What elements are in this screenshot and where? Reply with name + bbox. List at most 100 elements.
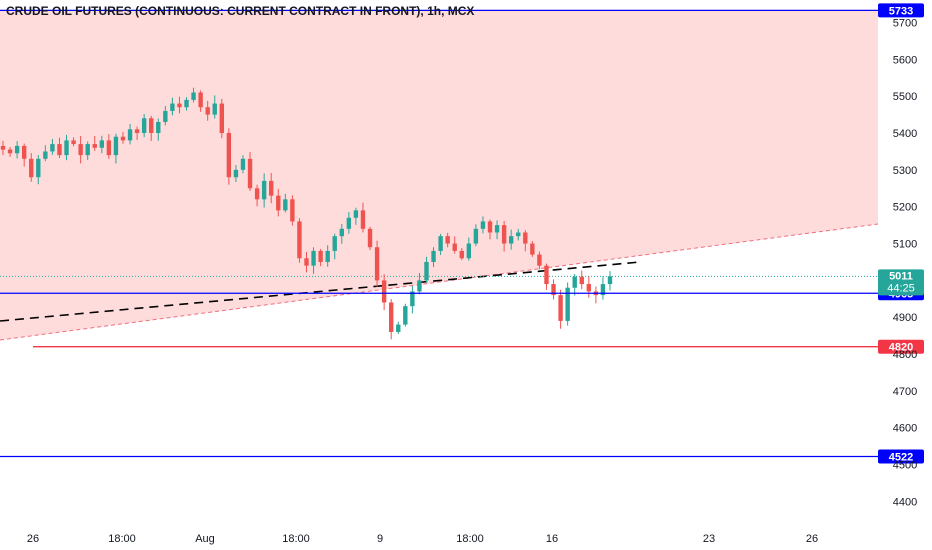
price-axis[interactable]: 4400450046004700480049005000510052005300… bbox=[893, 18, 917, 509]
candle-body bbox=[353, 210, 359, 218]
candle-body bbox=[71, 140, 76, 145]
candle-body bbox=[92, 144, 97, 148]
candle-body bbox=[360, 210, 366, 229]
candle-body bbox=[191, 92, 196, 100]
x-tick-label: 18:00 bbox=[108, 533, 136, 545]
y-tick-label: 4700 bbox=[893, 386, 917, 398]
candle-body bbox=[551, 284, 556, 296]
x-tick-label: 23 bbox=[703, 533, 715, 545]
candle-body bbox=[283, 199, 288, 211]
candle-body bbox=[163, 110, 168, 122]
candle-body bbox=[36, 158, 41, 178]
candle-body bbox=[572, 276, 577, 288]
countdown-value: 44:25 bbox=[887, 282, 915, 294]
candles-group bbox=[0, 87, 613, 340]
candle-body bbox=[417, 280, 422, 292]
candle-body bbox=[297, 221, 302, 259]
candle-body bbox=[459, 250, 464, 259]
candle-body bbox=[346, 217, 352, 229]
candle-body bbox=[85, 144, 90, 156]
candle-body bbox=[0, 145, 6, 150]
candle-body bbox=[325, 250, 330, 262]
candle-body bbox=[290, 199, 295, 222]
candle-body bbox=[388, 302, 394, 332]
candle-body bbox=[29, 158, 34, 178]
y-tick-label: 5600 bbox=[893, 54, 917, 66]
candle-body bbox=[339, 228, 344, 237]
resistance-zone bbox=[0, 10, 878, 340]
candle-body bbox=[530, 243, 535, 255]
y-tick-label: 4400 bbox=[893, 496, 917, 508]
candle-body bbox=[219, 103, 225, 134]
candle-body bbox=[600, 284, 606, 296]
candle-body bbox=[170, 103, 175, 111]
dashed-trendline bbox=[0, 261, 641, 322]
candle-body bbox=[99, 140, 105, 148]
candle-body bbox=[410, 291, 415, 307]
level-5733-label: 5733 bbox=[889, 5, 913, 17]
candle-body bbox=[381, 280, 387, 303]
candle-body bbox=[205, 107, 210, 115]
last-price-label: 5011 44:25 bbox=[878, 269, 924, 296]
y-tick-label: 5300 bbox=[893, 165, 917, 177]
chart-title: CRUDE OIL FUTURES (CONTINUOUS: CURRENT C… bbox=[6, 4, 474, 18]
candle-body bbox=[445, 236, 450, 244]
y-tick-label: 4800 bbox=[893, 349, 917, 361]
candle-body bbox=[212, 103, 217, 115]
candle-body bbox=[198, 92, 203, 108]
y-tick-label: 5200 bbox=[893, 202, 917, 214]
candle-body bbox=[21, 145, 27, 159]
x-tick-label: 26 bbox=[27, 533, 39, 545]
candle-body bbox=[452, 243, 457, 251]
candle-body bbox=[127, 129, 133, 141]
candle-body bbox=[304, 258, 309, 266]
candle-body bbox=[537, 254, 542, 266]
candle-body bbox=[403, 306, 408, 325]
candle-body bbox=[113, 136, 119, 156]
time-axis[interactable]: 26 18:00 Aug 18:00 9 18:00 16 23 26 bbox=[27, 533, 818, 545]
candle-body bbox=[134, 129, 140, 134]
candle-body bbox=[579, 276, 584, 285]
candle-body bbox=[466, 243, 472, 259]
level-5733-label-bg bbox=[878, 3, 924, 18]
x-tick-label: 18:00 bbox=[282, 533, 310, 545]
candle-body bbox=[50, 144, 55, 152]
candle-body bbox=[544, 265, 549, 285]
x-tick-label: Aug bbox=[195, 533, 215, 545]
y-tick-label: 4500 bbox=[893, 460, 917, 472]
candle-body bbox=[494, 225, 500, 233]
candle-body bbox=[367, 228, 373, 248]
candle-body bbox=[438, 236, 443, 251]
candle-body bbox=[396, 324, 401, 332]
candle-body bbox=[141, 118, 147, 134]
candle-body bbox=[516, 232, 521, 237]
candle-body bbox=[254, 188, 260, 200]
y-tick-label: 5100 bbox=[893, 239, 917, 251]
candle-body bbox=[424, 261, 429, 281]
x-tick-label: 18:00 bbox=[456, 533, 484, 545]
y-tick-label: 5400 bbox=[893, 128, 917, 140]
candle-body bbox=[586, 284, 592, 292]
candle-body bbox=[233, 169, 239, 178]
y-tick-label: 5700 bbox=[893, 18, 917, 30]
candle-body bbox=[78, 144, 83, 156]
y-tick-label: 4900 bbox=[893, 312, 917, 324]
candle-body bbox=[43, 151, 48, 159]
last-price-value: 5011 bbox=[889, 270, 913, 282]
candle-body bbox=[508, 236, 514, 244]
candle-body bbox=[261, 180, 267, 200]
level-4522-label: 4522 bbox=[889, 451, 913, 463]
candle-body bbox=[156, 121, 161, 134]
candle-body bbox=[487, 221, 493, 233]
candle-body bbox=[501, 225, 507, 244]
candle-body bbox=[276, 195, 281, 211]
candle-body bbox=[607, 276, 613, 285]
candle-body bbox=[480, 221, 486, 229]
candle-body bbox=[7, 149, 13, 154]
candle-body bbox=[149, 118, 154, 134]
candle-body bbox=[523, 232, 528, 244]
candle-body bbox=[120, 136, 126, 141]
candle-body bbox=[64, 140, 69, 156]
candle-body bbox=[247, 158, 253, 189]
